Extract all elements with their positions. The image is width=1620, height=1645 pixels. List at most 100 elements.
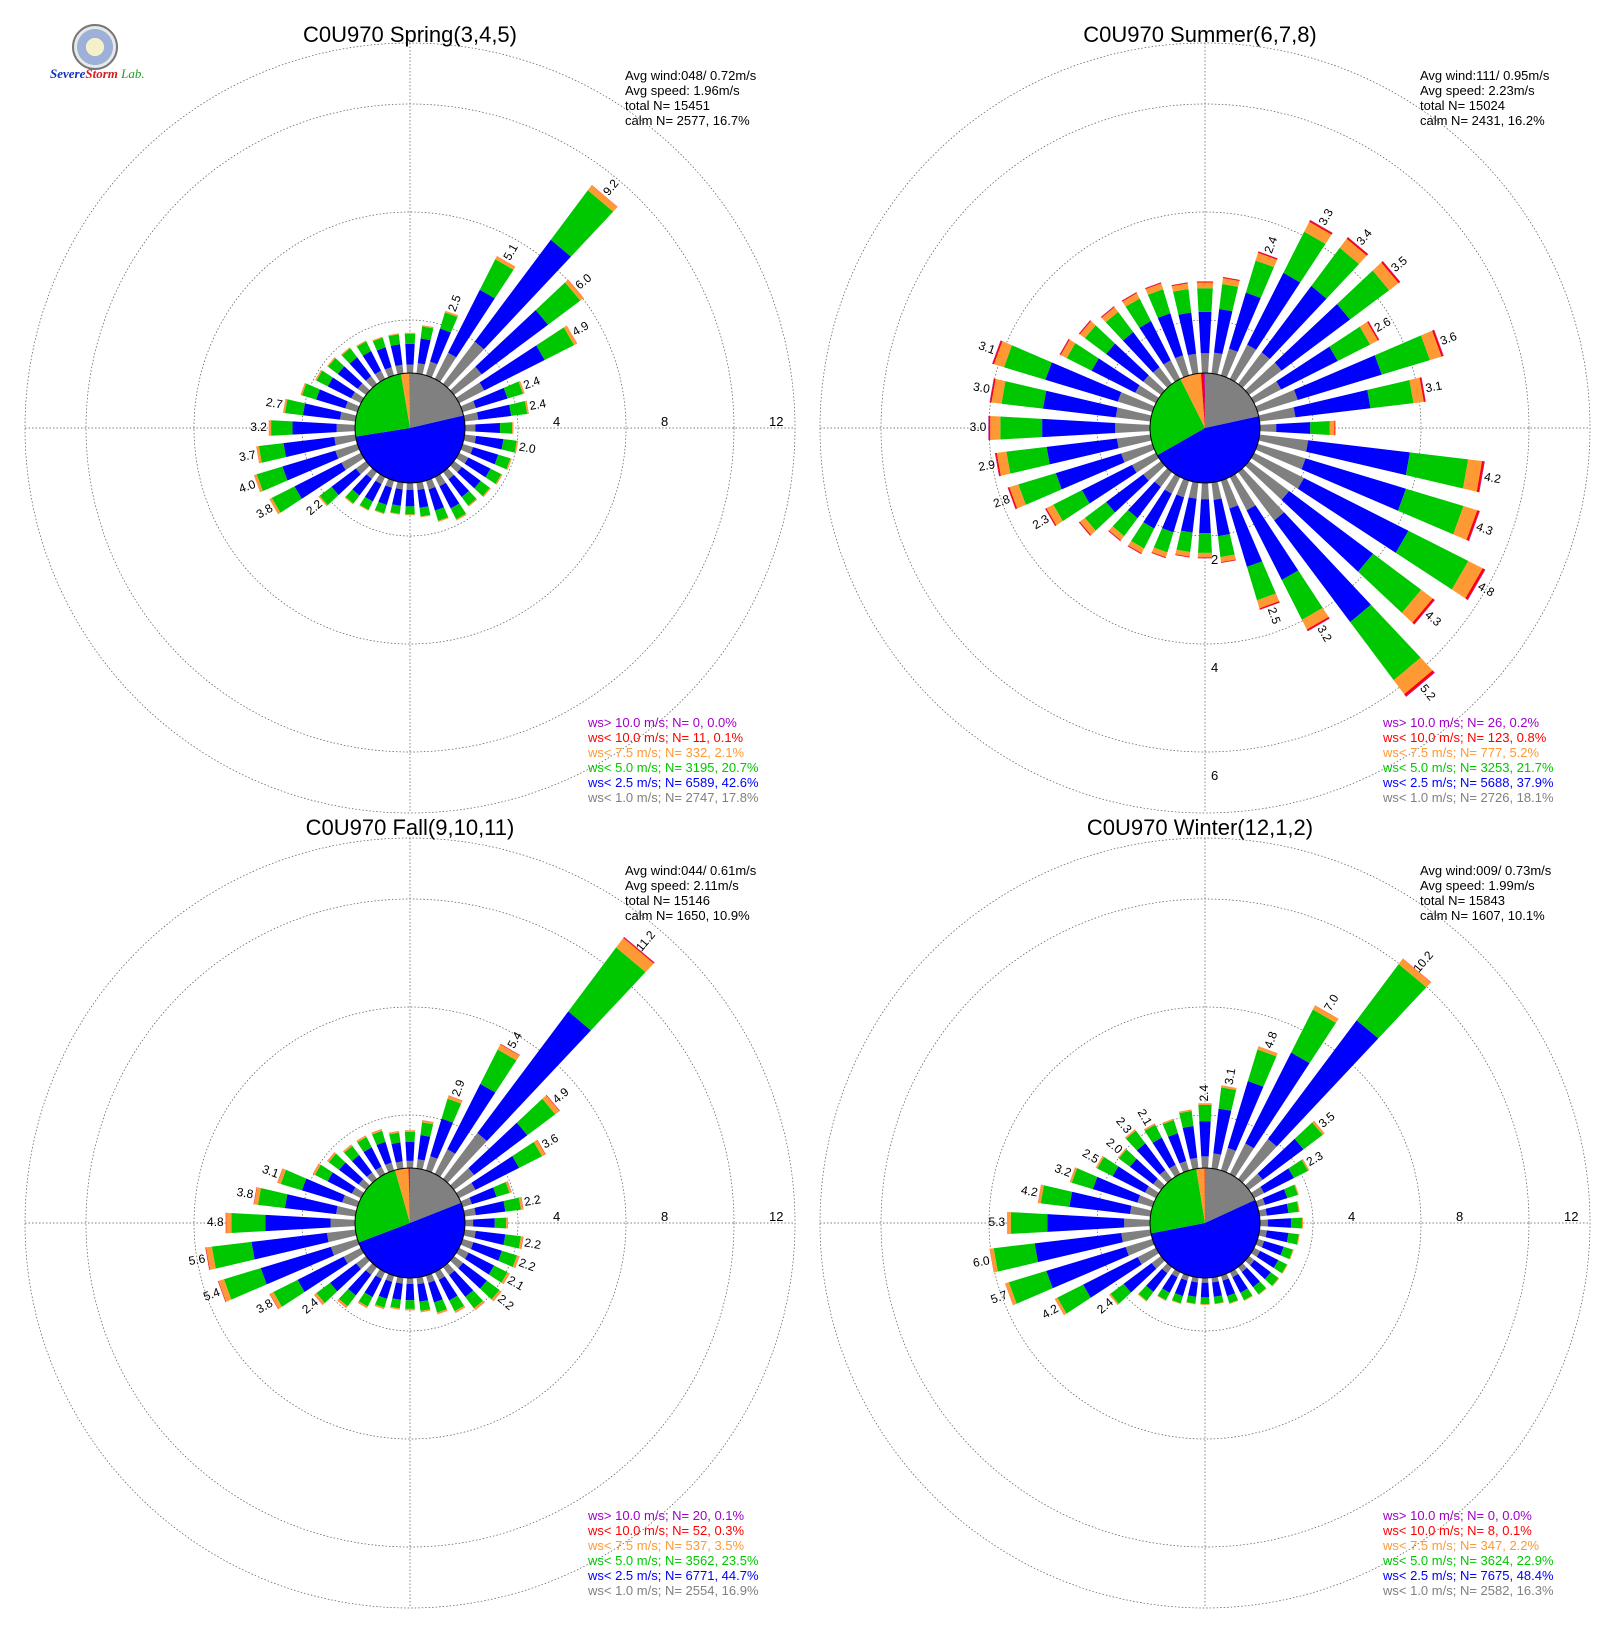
spoke-segment xyxy=(417,489,428,508)
spoke-segment xyxy=(406,1284,415,1300)
spoke-label: 2.2 xyxy=(523,1235,542,1252)
legend-entry: ws< 1.0 m/s; N= 2747, 17.8% xyxy=(587,790,759,805)
spoke-segment xyxy=(1201,483,1209,499)
spoke-segment xyxy=(407,483,414,490)
stats-line: Avg wind:044/ 0.61m/s xyxy=(625,863,757,878)
stats-line: Avg speed: 2.11m/s xyxy=(625,878,739,893)
legend-entry: ws< 1.0 m/s; N= 2582, 16.3% xyxy=(1382,1583,1554,1598)
stats-line: Avg speed: 1.99m/s xyxy=(1420,878,1535,893)
legend-entry: ws> 10.0 m/s; N= 0, 0.0% xyxy=(1382,1508,1532,1523)
spoke-segment xyxy=(389,1132,400,1143)
spoke-segment xyxy=(405,1142,414,1161)
spoke-segment xyxy=(1291,1218,1302,1229)
spoke-segment xyxy=(1018,473,1061,505)
spoke-segment xyxy=(327,1230,357,1243)
spoke-segment xyxy=(342,1195,359,1207)
stats-line: calm N= 1607, 10.1% xyxy=(1420,908,1545,923)
spoke-segment xyxy=(1260,1219,1268,1226)
spoke-segment xyxy=(378,485,392,505)
spoke-label: 4.8 xyxy=(1261,1029,1280,1050)
spoke-segment xyxy=(406,364,413,373)
spoke-segment xyxy=(1197,283,1213,289)
ring-label: 8 xyxy=(1456,1209,1463,1224)
spoke-label: 3.1 xyxy=(260,1162,281,1181)
panel-title: C0U970 Summer(6,7,8) xyxy=(1083,22,1317,47)
spoke-segment xyxy=(1266,1230,1289,1242)
spoke-segment xyxy=(1121,1230,1151,1243)
spoke-label: 3.7 xyxy=(238,447,257,464)
spoke-segment xyxy=(1214,499,1230,537)
spoke-label: 2.0 xyxy=(518,440,537,457)
spoke-segment xyxy=(224,1268,267,1300)
spoke-segment xyxy=(1199,499,1211,533)
ring-label: 4 xyxy=(1348,1209,1355,1224)
spoke-segment xyxy=(1276,422,1310,434)
ring-label: 6 xyxy=(1211,768,1218,783)
spoke-segment xyxy=(391,1142,402,1162)
spoke-segment xyxy=(1260,424,1276,432)
spoke-segment xyxy=(1201,1156,1208,1168)
spoke-segment xyxy=(1330,421,1335,435)
spoke-segment xyxy=(1212,1281,1222,1297)
spoke-segment xyxy=(1190,1158,1199,1170)
stats-line: calm N= 1650, 10.9% xyxy=(625,908,750,923)
spoke-segment xyxy=(1176,531,1192,552)
spoke-segment xyxy=(406,490,415,507)
spoke-label: 5.4 xyxy=(504,1029,525,1051)
spoke-segment xyxy=(226,1213,231,1234)
spoke-segment xyxy=(990,416,1000,440)
spoke-segment xyxy=(1202,1278,1209,1283)
spoke-label: 4.2 xyxy=(1020,1183,1039,1200)
spoke-segment xyxy=(428,1281,443,1303)
spoke-label: 2.9 xyxy=(977,457,996,474)
spoke-segment xyxy=(465,424,475,431)
legend-entry: ws< 5.0 m/s; N= 3562, 23.5% xyxy=(587,1553,759,1568)
legend-entry: ws< 2.5 m/s; N= 7675, 48.4% xyxy=(1382,1568,1554,1583)
spoke-segment xyxy=(1198,1103,1211,1105)
spoke-segment xyxy=(461,401,476,412)
spoke-segment xyxy=(1198,553,1212,558)
spoke-segment xyxy=(293,421,337,434)
stats-line: Avg wind:009/ 0.73m/s xyxy=(1420,863,1552,878)
panel-title: C0U970 Fall(9,10,11) xyxy=(306,815,515,840)
spoke-segment xyxy=(1310,421,1330,435)
spoke-label: 3.2 xyxy=(1314,623,1335,645)
spoke-segment xyxy=(1004,345,1052,380)
spoke-segment xyxy=(395,365,403,375)
spoke-segment xyxy=(334,435,356,446)
spoke-label: 3.2 xyxy=(250,420,267,434)
spoke-segment xyxy=(405,506,415,514)
legend-entry: ws< 10.0 m/s; N= 11, 0.1% xyxy=(587,730,744,745)
stats-line: total N= 15843 xyxy=(1420,893,1505,908)
stats-line: calm N= 2431, 16.2% xyxy=(1420,113,1545,128)
spoke-label: 3.1 xyxy=(977,338,998,357)
spoke-segment xyxy=(1115,423,1150,433)
spoke-segment xyxy=(512,422,513,434)
legend-entry: ws< 10.0 m/s; N= 123, 0.8% xyxy=(1382,730,1547,745)
spoke-segment xyxy=(421,326,434,340)
spoke-segment xyxy=(1212,1153,1222,1169)
spoke-segment xyxy=(1334,421,1335,436)
lab-logo-text: SevereStorm Lab. xyxy=(50,66,145,82)
spoke-label: 4.8 xyxy=(1475,579,1497,600)
spoke-segment xyxy=(426,362,437,378)
spoke-segment xyxy=(989,416,991,440)
spoke-segment xyxy=(1176,479,1189,498)
spoke-segment xyxy=(1009,1271,1053,1304)
legend-entry: ws< 7.5 m/s; N= 347, 2.2% xyxy=(1382,1538,1540,1553)
spoke-segment xyxy=(405,1132,415,1142)
spoke-segment xyxy=(1406,452,1468,488)
spoke-label: 2.4 xyxy=(521,373,542,392)
calm-pie-slice xyxy=(355,374,410,437)
spoke-segment xyxy=(1287,1201,1299,1213)
spoke-segment xyxy=(417,1159,425,1169)
spoke-label: 3.3 xyxy=(1316,206,1337,228)
spoke-segment xyxy=(464,1230,476,1239)
spoke-segment xyxy=(1247,561,1276,600)
spoke-segment xyxy=(405,333,416,334)
spoke-segment xyxy=(1246,260,1274,297)
spoke-segment xyxy=(1222,1279,1235,1297)
spoke-segment xyxy=(271,420,292,436)
